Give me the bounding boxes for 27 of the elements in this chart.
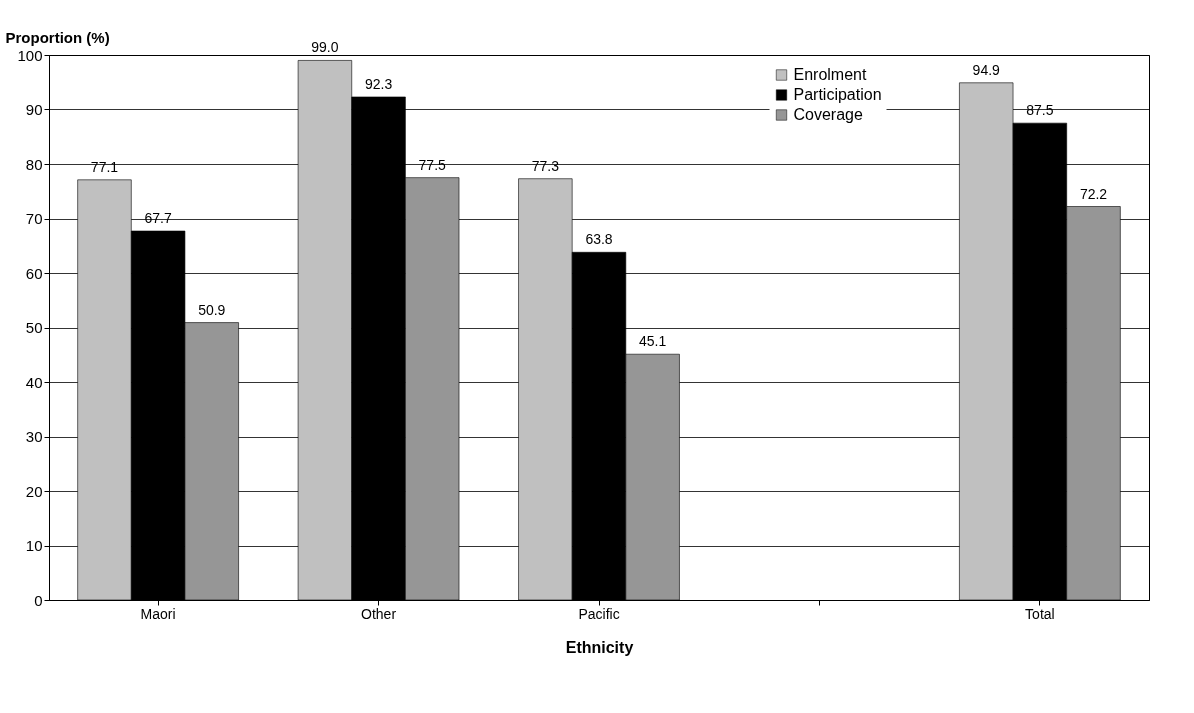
- y-tick-label: 70: [25, 210, 43, 227]
- y-tick-label: 60: [25, 264, 43, 282]
- legend-label: Enrolment: [793, 66, 867, 83]
- y-tick-label: 40: [25, 373, 43, 391]
- legend-label: Coverage: [793, 106, 863, 123]
- data-label: 72.2: [1079, 185, 1108, 202]
- x-tick-label: Pacific: [578, 605, 620, 622]
- y-tick-label: 50: [25, 319, 43, 336]
- data-label: 94.9: [972, 61, 1001, 78]
- data-label: 45.1: [639, 333, 667, 350]
- data-label: 92.3: [364, 75, 393, 92]
- y-tick-label: 90: [25, 101, 43, 118]
- y-tick-label: 100: [17, 46, 43, 64]
- y-axis-title: Proportion (%): [5, 28, 110, 46]
- legend-label: Participation: [793, 86, 882, 103]
- x-axis-title: Ethnicity: [565, 638, 634, 656]
- y-tick-label: 30: [25, 428, 43, 445]
- y-tick-label: 80: [25, 155, 43, 173]
- x-tick-label: Total: [1025, 605, 1055, 622]
- data-label: 99.0: [311, 39, 339, 56]
- y-tick-label: 10: [25, 537, 43, 554]
- data-label: 63.8: [585, 231, 613, 248]
- x-tick-label: Maori: [140, 605, 176, 622]
- x-tick-label: Other: [361, 605, 397, 622]
- y-tick-label: 20: [25, 482, 43, 500]
- data-label: 50.9: [198, 301, 226, 318]
- y-tick-label: 0: [34, 591, 43, 609]
